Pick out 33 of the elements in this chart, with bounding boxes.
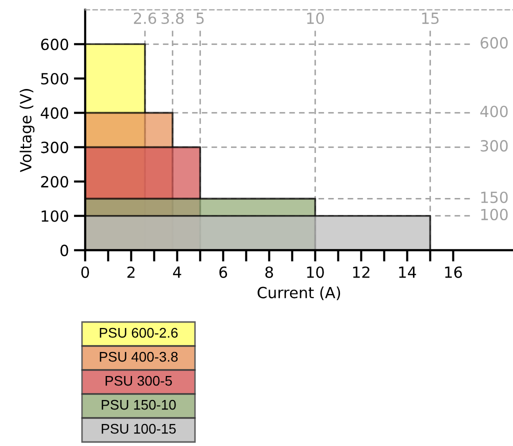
x-tick-label: 0 <box>81 266 90 278</box>
x-tick-label: 6 <box>219 266 228 278</box>
y-tick-label: 300 <box>41 142 68 154</box>
ref-line-label: 400 <box>480 106 508 118</box>
ref-line-label: 100 <box>481 208 508 220</box>
ref-line-label: 5 <box>196 12 204 24</box>
x-axis-title: Current (A) <box>258 286 340 300</box>
x-tick-label: 14 <box>399 266 416 278</box>
ref-line-label: 10 <box>307 12 324 24</box>
text: PSU 400-3.8 <box>100 352 178 362</box>
x-tick-label: 2 <box>127 266 134 278</box>
x-tick-label: 10 <box>307 266 324 278</box>
ref-line-label: 300 <box>480 140 508 152</box>
x-tick-label: 16 <box>445 266 462 278</box>
y-tick-label: 200 <box>41 176 68 188</box>
y-tick-label: 400 <box>40 107 68 119</box>
y-tick-label: 500 <box>41 72 68 85</box>
ref-line-label: 3.8 <box>162 12 184 24</box>
text: PSU 300-5 <box>106 376 172 386</box>
text: PSU 100-15 <box>102 424 176 434</box>
x-tick-label: 8 <box>265 266 273 278</box>
ref-line-label: 600 <box>480 37 508 49</box>
ref-line-label: 15 <box>422 12 439 24</box>
text: PSU 150-10 <box>102 400 176 410</box>
x-tick-label: 12 <box>353 266 370 278</box>
ref-line-label: 2.6 <box>134 12 156 24</box>
y-tick-label: 0 <box>60 244 68 256</box>
y-tick-label: 100 <box>42 210 68 222</box>
ref-line-label: 150 <box>481 192 508 204</box>
x-tick-label: 4 <box>173 266 182 278</box>
y-tick-label: 600 <box>41 38 68 50</box>
text: PSU 600-2.6 <box>100 328 178 338</box>
y-axis-title: Voltage (V) <box>20 89 34 172</box>
